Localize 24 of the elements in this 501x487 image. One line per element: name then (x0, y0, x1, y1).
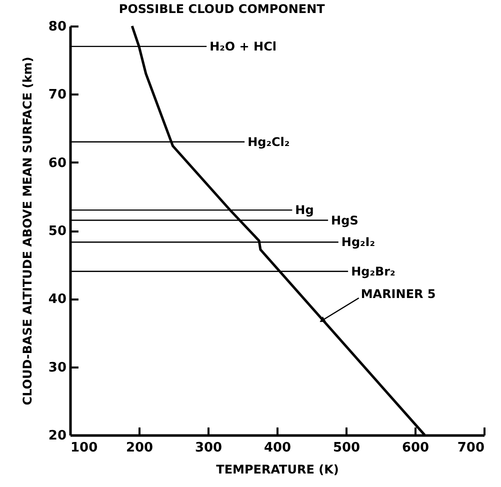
x-axis-title: TEMPERATURE (K) (216, 462, 339, 476)
x-tick-label: 400 (264, 440, 292, 456)
chart-title: POSSIBLE CLOUD COMPONENT (118, 2, 326, 16)
y-tick-label: 30 (48, 360, 66, 376)
y-tick-label: 60 (48, 156, 66, 171)
x-tick-label: 500 (332, 440, 360, 456)
annotation: H₂O + HCl (210, 39, 276, 54)
y-tick-label: 80 (48, 20, 66, 34)
y-tick-label: 50 (48, 224, 66, 239)
annotation: Hg₂Br₂ (351, 264, 396, 278)
x-tick-label: 600 (402, 440, 430, 456)
x-tick-label: 100 (70, 440, 98, 456)
annotation: Hg (295, 203, 314, 218)
x-tick-label: 700 (457, 440, 484, 456)
annotation: Hg₂Cl₂ (248, 134, 290, 149)
y-tick-label: 40 (48, 292, 66, 308)
y-tick-label: 70 (48, 88, 66, 103)
x-tick-label: 300 (194, 440, 222, 456)
text: MARINER 5 (360, 287, 436, 302)
annotation: HgS (331, 213, 358, 228)
x-tick-label: 200 (126, 440, 154, 456)
annotation: Hg₂I₂ (341, 235, 376, 250)
y-tick-label: 20 (48, 428, 66, 444)
y-axis-title: CLOUD-BASE ALTITUDE ABOVE MEAN SURFACE (km) (20, 56, 34, 406)
